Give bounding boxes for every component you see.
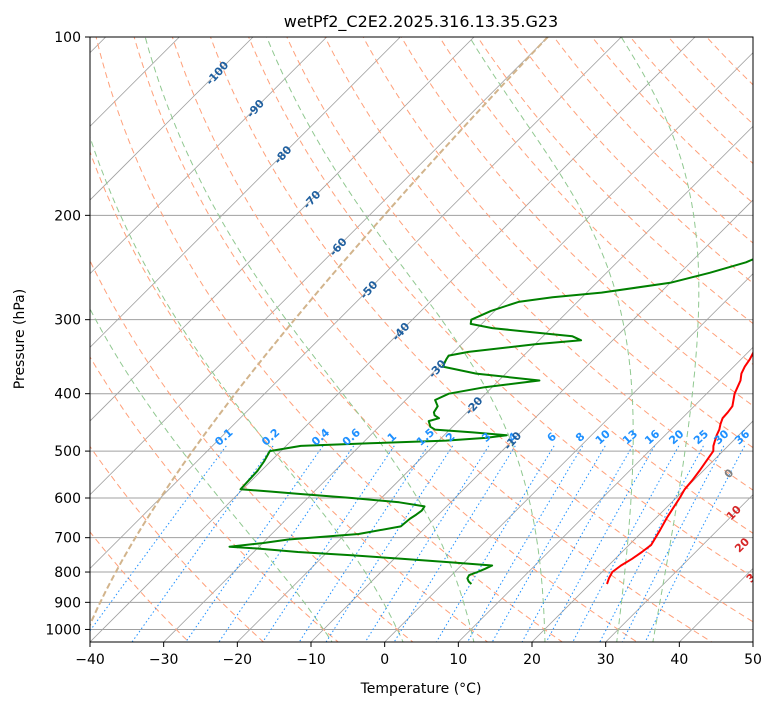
x-tick-label: −30 [149,652,179,668]
moist-adiabats [90,37,700,642]
mixing-ratio-line [393,445,516,642]
mixing-ratio-line [521,445,633,642]
y-axis-title: Pressure (hPa) [12,289,28,389]
x-tick-label: −20 [223,652,253,668]
sounding-series [228,258,753,585]
x-tick-label: 30 [597,652,615,668]
isotherm-line [457,346,753,642]
dry-adiabat-line [95,37,564,642]
mixing-ratio-line [325,445,454,642]
isotherm-line [90,37,401,348]
pressure-gridlines [90,37,753,630]
isotherm-line [531,420,753,642]
isotherm-line [605,494,753,642]
mixing-ratio-line [644,445,746,642]
mixing-ratio-line [262,445,395,642]
x-tick-label: 40 [670,652,688,668]
dry-adiabats [90,37,753,642]
temperature-profile-line [606,350,753,585]
chart-title: wetPf2_C2E2.2025.316.13.35.G23 [284,12,558,32]
mixing-ratio-line [90,445,227,632]
dry-adiabat-line [248,37,753,578]
dry-adiabat-line [90,445,265,642]
x-axis-title: Temperature (°C) [360,681,482,697]
x-tick-label: 10 [449,652,467,668]
isotherm-line [163,52,753,642]
moist-adiabat-line [266,37,546,642]
mixing-ratio-line [572,445,680,642]
y-tick-label: 1000 [45,622,81,638]
mixing-ratio-line [466,445,584,642]
mixing-ratio-line [435,445,555,642]
wetbulb-zero-line [90,37,550,628]
x-tick-label: 20 [523,652,541,668]
dry-adiabat-line [90,150,489,642]
y-tick-label: 200 [54,208,81,224]
x-tick-label: −10 [296,652,326,668]
wetbulb-zero-curve [90,37,550,628]
isotherm-line [90,37,696,642]
dry-adiabat-line [362,37,753,449]
y-tick-label: 100 [54,30,81,46]
y-tick-label: 900 [54,595,81,611]
dry-adiabat-line [133,37,638,642]
y-axis-ticks: 100 200 300 400 500 600 700 800 900 1000 [45,30,90,638]
mixing-ratio-lines [90,445,746,642]
dry-adiabat-line [90,259,414,642]
y-tick-label: 400 [54,387,81,403]
moist-adiabat-line [90,135,404,642]
moist-adiabat-line [469,37,634,642]
dry-adiabat-line [171,37,713,642]
mixing-ratio-line [364,445,490,642]
isotherm-line [90,37,622,569]
mixing-ratio-line [491,445,606,642]
x-tick-label: 50 [744,652,762,668]
mixing-ratio-line [599,445,704,642]
plot-frame [89,36,754,643]
isotherm-line [90,37,180,127]
moist-adiabat-line [144,37,475,642]
isotherm-line [90,37,328,275]
moist-adiabat-line [620,37,700,642]
mixing-ratio-line [131,445,274,642]
x-axis-ticks: −40 −30 −20 −10 0 10 20 30 40 50 [75,642,762,668]
y-tick-label: 800 [54,565,81,581]
dry-adiabat-line [209,37,753,623]
isotherm-line [236,125,753,642]
isotherm-line [384,273,753,642]
x-tick-label: −40 [75,652,105,668]
isotherms [90,37,753,642]
y-tick-label: 600 [54,491,81,507]
dry-adiabat-line [400,37,753,407]
dry-adiabat-line [90,531,190,642]
dry-adiabat-line [515,37,753,284]
y-tick-label: 700 [54,531,81,547]
mixing-ratio-line [298,445,429,642]
y-tick-label: 300 [54,313,81,329]
moist-adiabat-line [90,308,333,642]
isotherm-line [90,37,254,201]
isotherm-line [90,37,475,422]
y-tick-label: 500 [54,444,81,460]
dry-adiabat-label: 30 [744,565,764,585]
isotherm-line [90,37,549,496]
dry-adiabat-line [629,37,753,165]
x-tick-label: 0 [380,652,389,668]
dry-adiabat-line [324,37,753,491]
isotherm-line [310,199,753,642]
dry-adiabat-line [476,37,753,325]
dewpoint-profile-line [228,258,753,585]
